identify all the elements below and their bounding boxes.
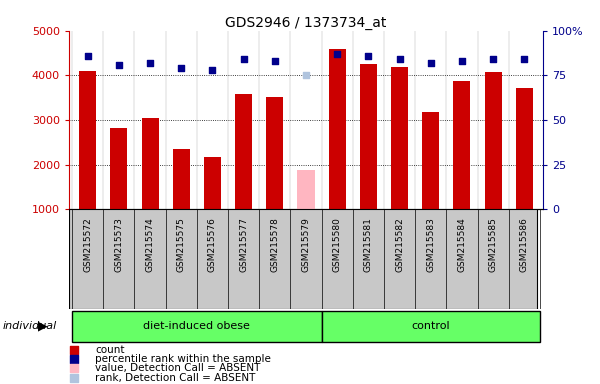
Point <box>145 60 155 66</box>
Point <box>208 67 217 73</box>
Text: GSM215575: GSM215575 <box>177 217 186 272</box>
Point <box>488 56 498 62</box>
Text: GSM215577: GSM215577 <box>239 217 248 272</box>
Text: GSM215578: GSM215578 <box>271 217 280 272</box>
Text: value, Detection Call = ABSENT: value, Detection Call = ABSENT <box>95 363 260 373</box>
Point <box>176 65 186 71</box>
Text: GSM215576: GSM215576 <box>208 217 217 272</box>
Text: GSM215583: GSM215583 <box>426 217 435 272</box>
Point <box>69 374 79 381</box>
Text: GSM215579: GSM215579 <box>302 217 311 272</box>
Bar <box>142 118 158 209</box>
Point <box>395 56 404 62</box>
Text: GSM215586: GSM215586 <box>520 217 529 272</box>
Title: GDS2946 / 1373734_at: GDS2946 / 1373734_at <box>226 16 386 30</box>
Point <box>114 61 124 68</box>
Bar <box>485 72 502 209</box>
Bar <box>266 97 283 209</box>
Text: GSM215580: GSM215580 <box>332 217 341 272</box>
Text: GSM215585: GSM215585 <box>488 217 497 272</box>
Point <box>239 56 248 62</box>
Bar <box>110 128 127 209</box>
Bar <box>235 94 252 209</box>
Point <box>301 72 311 78</box>
Point <box>83 53 92 59</box>
Bar <box>322 311 540 342</box>
Point <box>457 58 467 64</box>
Text: GSM215572: GSM215572 <box>83 217 92 272</box>
Text: rank, Detection Call = ABSENT: rank, Detection Call = ABSENT <box>95 372 256 382</box>
Text: GSM215584: GSM215584 <box>457 217 466 272</box>
Bar <box>79 71 96 209</box>
Bar <box>204 157 221 209</box>
Bar <box>72 311 322 342</box>
Text: percentile rank within the sample: percentile rank within the sample <box>95 354 271 364</box>
Bar <box>329 49 346 209</box>
Point <box>426 60 436 66</box>
Point <box>332 51 342 57</box>
Text: control: control <box>412 321 450 331</box>
Point <box>364 53 373 59</box>
Text: GSM215573: GSM215573 <box>115 217 124 272</box>
Bar <box>298 170 314 209</box>
Bar <box>173 149 190 209</box>
Bar <box>422 113 439 209</box>
Bar <box>454 81 470 209</box>
Text: GSM215582: GSM215582 <box>395 217 404 272</box>
Text: GSM215574: GSM215574 <box>146 217 155 272</box>
Point <box>69 365 79 371</box>
Point <box>69 356 79 362</box>
Bar <box>360 64 377 209</box>
Text: individual: individual <box>3 321 57 331</box>
Text: count: count <box>95 345 125 355</box>
Point <box>270 58 280 64</box>
Text: diet-induced obese: diet-induced obese <box>143 321 250 331</box>
Text: ▶: ▶ <box>38 320 48 333</box>
Bar <box>516 88 533 209</box>
Point <box>520 56 529 62</box>
Point <box>69 347 79 353</box>
Bar <box>391 67 408 209</box>
Text: GSM215581: GSM215581 <box>364 217 373 272</box>
